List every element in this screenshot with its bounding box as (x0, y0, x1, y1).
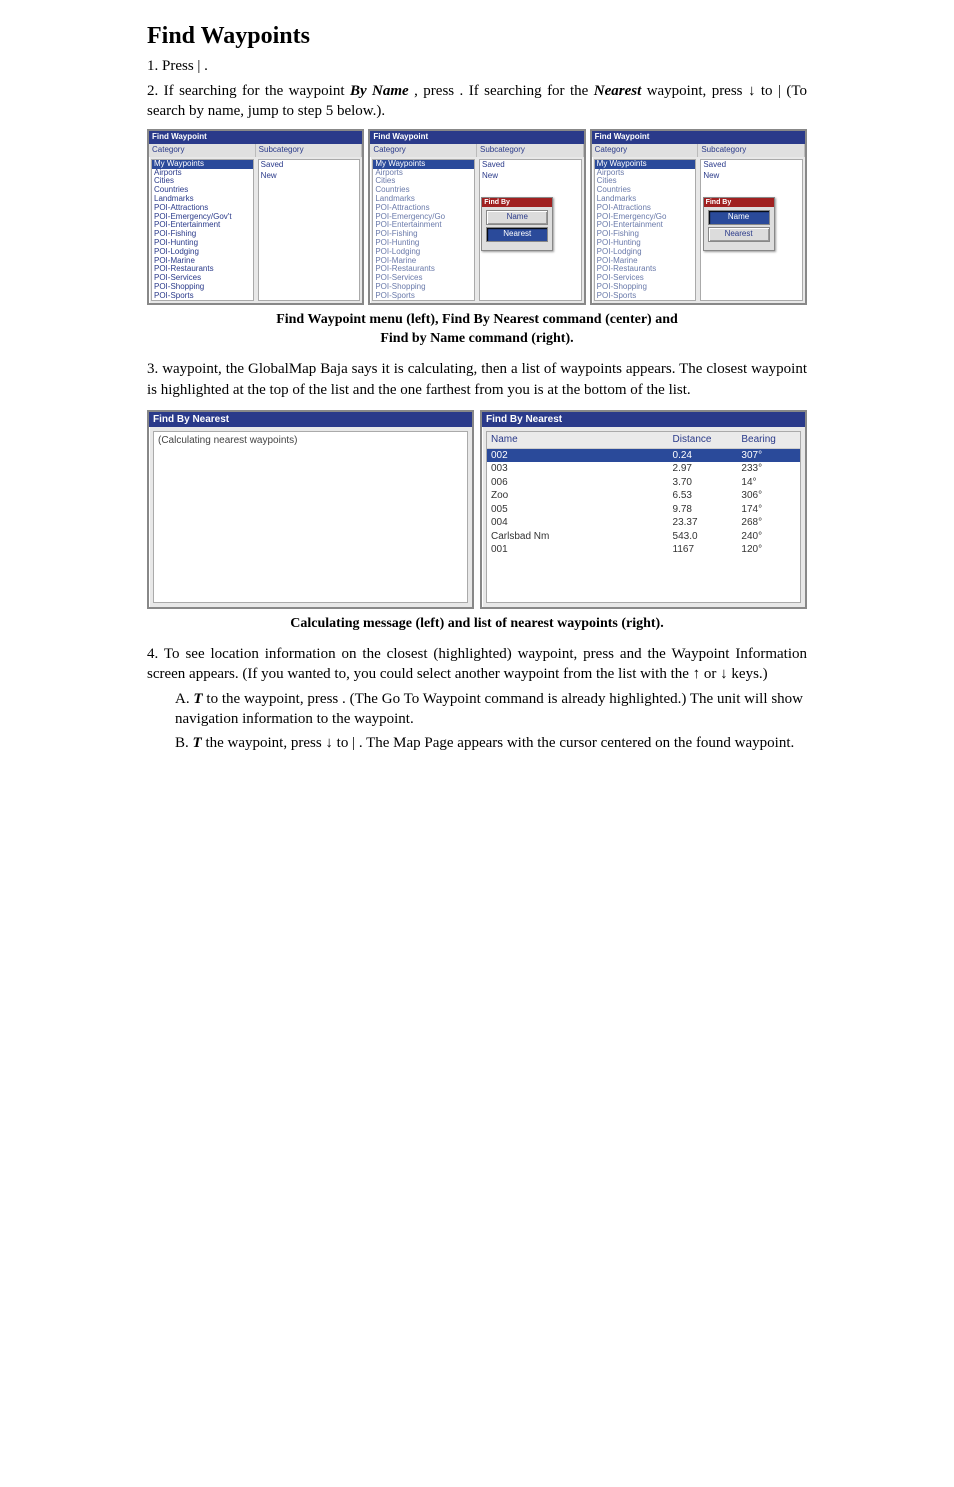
fbn-list-box: Name Distance Bearing 0020.24307°0032.97… (486, 431, 801, 603)
wpt-bearing: 120° (737, 543, 800, 557)
fw-title-left: Find Waypoint (149, 131, 362, 144)
category-item[interactable]: POI-Sports (595, 292, 696, 301)
wpt-col-distance: Distance (669, 432, 738, 448)
fw-panel-center: Find Waypoint Category Subcategory My Wa… (368, 129, 585, 305)
fw-header-subcategory: Subcategory (477, 144, 584, 157)
fw-category-list-right[interactable]: My Waypoints Airports Cities Countries L… (594, 159, 697, 302)
caption-1: Find Waypoint menu (left), Find By Neare… (147, 311, 807, 349)
table-row[interactable]: 0059.78174° (487, 503, 800, 517)
wpt-name: Carlsbad Nm (487, 530, 669, 544)
step2-text-a: 2. If searching for the waypoint (147, 83, 350, 99)
wpt-bearing: 306° (737, 489, 800, 503)
fbn-title-right: Find By Nearest (482, 412, 805, 428)
step4a-bold: T (193, 691, 202, 707)
step-4: 4. To see location information on the cl… (147, 644, 807, 685)
wpt-bearing: 240° (737, 530, 800, 544)
wpt-bearing: 14° (737, 476, 800, 490)
step-3: 3. waypoint, the GlobalMap Baja says it … (147, 359, 807, 400)
findby-popup-center: Find By Name Nearest (481, 197, 553, 251)
page-heading: Find Waypoints (147, 20, 807, 52)
fw-panel-right: Find Waypoint Category Subcategory My Wa… (590, 129, 807, 305)
fw-category-list-left[interactable]: My Waypoints Airports Cities Countries L… (151, 159, 254, 302)
find-by-nearest-double: Find By Nearest (Calculating nearest way… (147, 410, 807, 610)
subcategory-item[interactable]: Saved (259, 160, 360, 171)
subcategory-item[interactable]: Saved (480, 160, 581, 171)
category-item[interactable]: POI-Sports (373, 292, 474, 301)
table-row[interactable]: 0020.24307° (487, 448, 800, 462)
wpt-distance: 3.70 (669, 476, 738, 490)
wpt-name: 006 (487, 476, 669, 490)
find-waypoint-triple: Find Waypoint Category Subcategory My Wa… (147, 129, 807, 305)
step-4a: A. T to the waypoint, press . (The Go To… (175, 689, 803, 730)
fw-category-list-center[interactable]: My Waypoints Airports Cities Countries L… (372, 159, 475, 302)
subcategory-item[interactable]: New (259, 171, 360, 182)
fw-subcategory-list-left[interactable]: Saved New (258, 159, 361, 302)
step2-byname: By Name (350, 83, 409, 99)
table-row[interactable]: Carlsbad Nm543.0240° (487, 530, 800, 544)
caption1-line1: Find Waypoint menu (left), Find By Neare… (276, 312, 678, 327)
waypoint-table[interactable]: Name Distance Bearing 0020.24307°0032.97… (487, 432, 800, 557)
wpt-distance: 1167 (669, 543, 738, 557)
table-row[interactable]: 0032.97233° (487, 462, 800, 476)
wpt-distance: 2.97 (669, 462, 738, 476)
table-row[interactable]: 0011167120° (487, 543, 800, 557)
fw-title-center: Find Waypoint (370, 131, 583, 144)
step4b-bold: T (193, 735, 202, 751)
wpt-distance: 543.0 (669, 530, 738, 544)
step-4b: B. T the waypoint, press ↓ to | . The Ma… (175, 733, 803, 753)
category-item[interactable]: POI-Sports (152, 292, 253, 301)
wpt-distance: 6.53 (669, 489, 738, 503)
fw-header-category: Category (370, 144, 477, 157)
wpt-name: 001 (487, 543, 669, 557)
wpt-bearing: 174° (737, 503, 800, 517)
step2-text-b: , press . If searching for the (414, 83, 594, 99)
wpt-distance: 23.37 (669, 516, 738, 530)
wpt-bearing: 233° (737, 462, 800, 476)
step4a-text: to the waypoint, press . (The Go To Wayp… (175, 691, 803, 727)
wpt-col-name: Name (487, 432, 669, 448)
fbn-panel-left: Find By Nearest (Calculating nearest way… (147, 410, 474, 610)
step4b-text: the waypoint, press ↓ to | . The Map Pag… (205, 735, 794, 751)
caption-2: Calculating message (left) and list of n… (147, 615, 807, 634)
step4a-prefix: A. (175, 691, 193, 707)
subcategory-item[interactable]: Saved (701, 160, 802, 171)
wpt-bearing: 268° (737, 516, 800, 530)
wpt-name: 002 (487, 448, 669, 462)
wpt-name: Zoo (487, 489, 669, 503)
wpt-col-bearing: Bearing (737, 432, 800, 448)
subcategory-item[interactable]: New (701, 171, 802, 182)
step4b-prefix: B. (175, 735, 193, 751)
fw-header-subcategory: Subcategory (698, 144, 805, 157)
nearest-button[interactable]: Nearest (708, 227, 770, 242)
table-row[interactable]: 0063.7014° (487, 476, 800, 490)
step-2: 2. If searching for the waypoint By Name… (147, 81, 807, 122)
fbn-calc-box: (Calculating nearest waypoints) (153, 431, 468, 603)
findby-popup-right: Find By Name Nearest (703, 197, 775, 251)
fw-title-right: Find Waypoint (592, 131, 805, 144)
wpt-name: 003 (487, 462, 669, 476)
wpt-distance: 0.24 (669, 448, 738, 462)
name-button[interactable]: Name (708, 210, 770, 225)
findby-popup-title: Find By (704, 198, 774, 207)
fbn-title-left: Find By Nearest (149, 412, 472, 428)
name-button[interactable]: Name (486, 210, 548, 225)
calculating-text: (Calculating nearest waypoints) (154, 432, 467, 450)
subcategory-item[interactable]: New (480, 171, 581, 182)
fw-header-subcategory: Subcategory (256, 144, 363, 157)
findby-popup-title: Find By (482, 198, 552, 207)
table-row[interactable]: Zoo6.53306° (487, 489, 800, 503)
step2-nearest: Nearest (594, 83, 642, 99)
wpt-name: 005 (487, 503, 669, 517)
step-1: 1. Press | . (147, 56, 807, 76)
wpt-bearing: 307° (737, 448, 800, 462)
fw-header-category: Category (592, 144, 699, 157)
wpt-name: 004 (487, 516, 669, 530)
fbn-panel-right: Find By Nearest Name Distance Bearing 00… (480, 410, 807, 610)
table-row[interactable]: 00423.37268° (487, 516, 800, 530)
fw-header-category: Category (149, 144, 256, 157)
wpt-distance: 9.78 (669, 503, 738, 517)
caption1-line2: Find by Name command (right). (380, 331, 573, 346)
nearest-button[interactable]: Nearest (486, 227, 548, 242)
fw-panel-left: Find Waypoint Category Subcategory My Wa… (147, 129, 364, 305)
